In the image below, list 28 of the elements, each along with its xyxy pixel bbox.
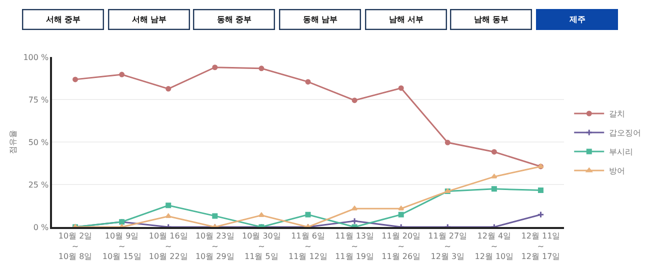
legend-label: 갈치 — [609, 110, 626, 119]
text: 서해 중부 — [46, 15, 81, 24]
y-tick-label: 25 % — [28, 180, 50, 190]
x-tick-label: 12월 4일 ~ 12월 10일 — [474, 231, 514, 262]
x-tick-label: 11월 6일 ~ 11월 12일 — [288, 231, 328, 262]
x-tick-label: 10월 16일 ~ 10월 22일 — [148, 231, 188, 262]
legend-label: 방어 — [609, 166, 626, 176]
text: 서해 남부 — [132, 15, 167, 24]
x-tick-label: 12월 11일 ~ 12월 17일 — [521, 231, 560, 262]
x-tick-label: 10월 30일 ~ 11월 5일 — [242, 231, 281, 262]
y-tick-label: 0 % — [33, 222, 50, 232]
x-tick-label: 11월 27일 ~ 12월 3일 — [428, 231, 468, 262]
y-tick-label: 50 % — [28, 138, 50, 147]
y-tick-label: 100 % — [23, 52, 50, 62]
legend-label: 갑오징어 — [609, 128, 642, 138]
text: 남해 서부 — [388, 15, 424, 24]
text: 동해 남부 — [302, 15, 338, 24]
y-axis-title: 점유율 — [8, 130, 18, 154]
legend-label: 부시리 — [609, 148, 634, 157]
x-tick-label: 11월 20일 ~ 11월 26일 — [382, 231, 421, 262]
x-tick-label: 11월 13일 ~ 11월 19일 — [335, 231, 374, 262]
x-tick-label: 10월 2일 ~ 10월 8일 — [58, 231, 92, 262]
text: 동해 중부 — [216, 15, 252, 24]
y-tick-label: 75 % — [28, 95, 50, 104]
text: 남해 동부 — [474, 15, 509, 24]
x-tick-label: 10월 9일 ~ 10월 15일 — [102, 231, 142, 262]
x-tick-label: 10월 23일 ~ 10월 29일 — [195, 231, 234, 262]
text: 제주 — [568, 15, 586, 24]
